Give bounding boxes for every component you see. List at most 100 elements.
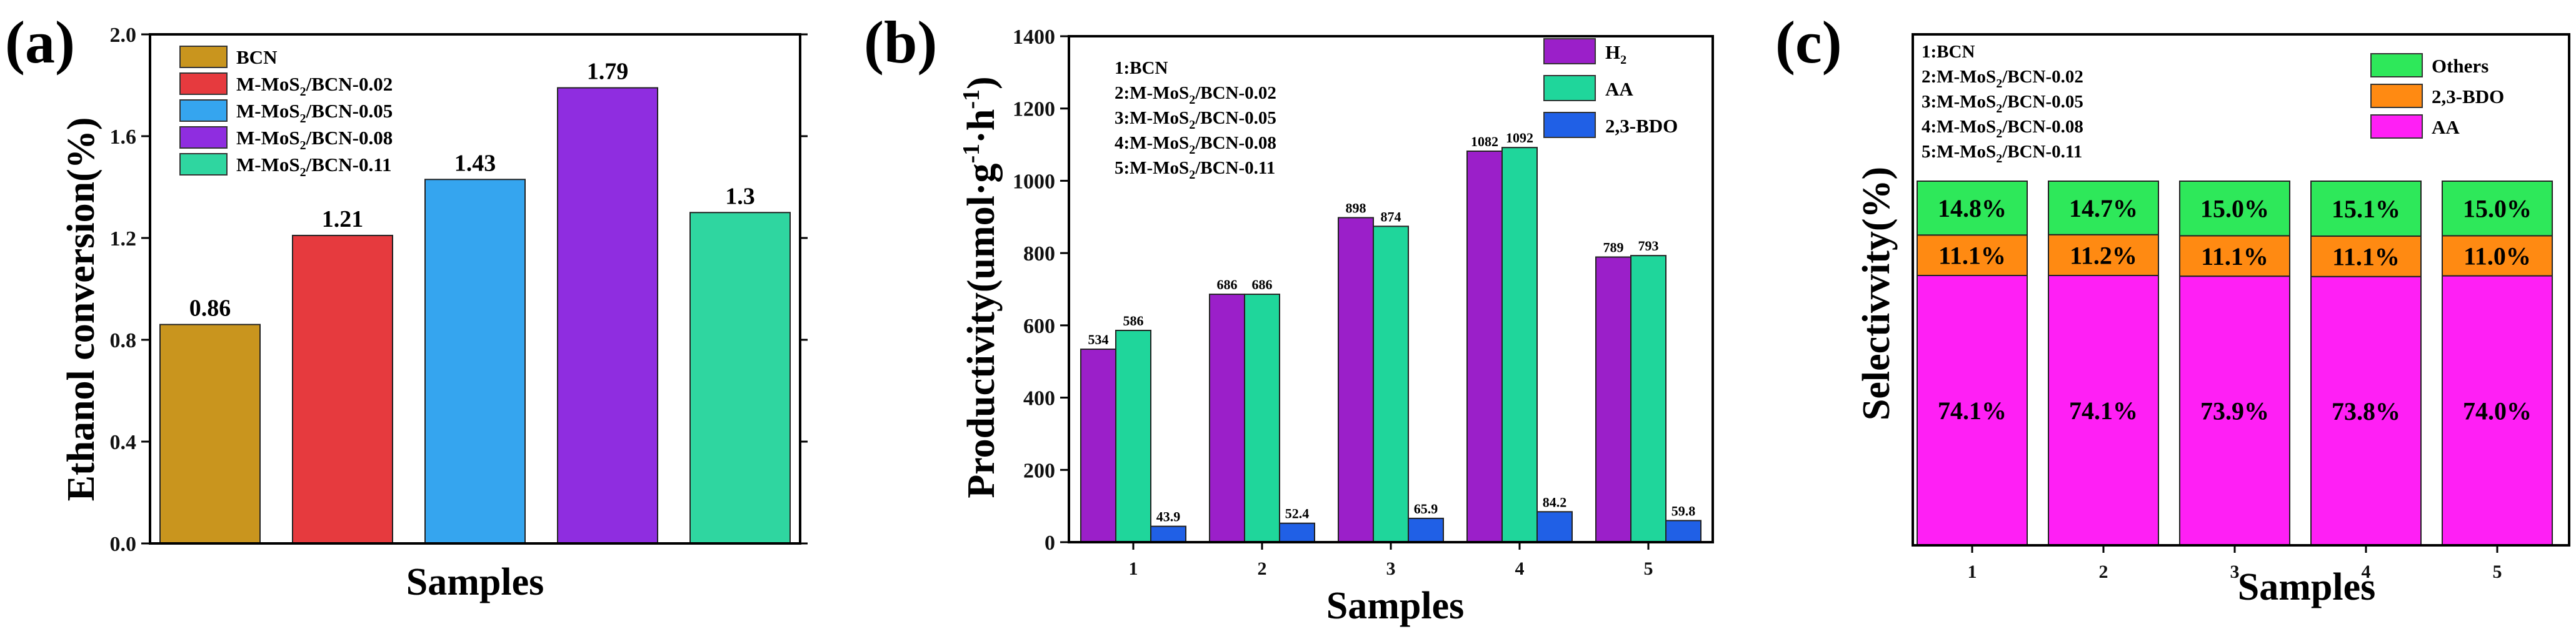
panel-c-x-tick-label-4: 4: [2362, 562, 2371, 582]
panel-b-value-label-2,3-BDO-1: 43.9: [1156, 509, 1181, 525]
panel-b-x-ticks: 1 2 3 4 5: [1129, 542, 1653, 579]
panel-b-y-ticks: 0 200 400 600 800 1000 1200 1400: [1013, 26, 1069, 555]
panel-b-legend-swatch-AA: [1543, 75, 1596, 101]
panel-a-y-tick-label: 0.8: [110, 329, 137, 352]
panel-a-plot-frame: [149, 33, 801, 545]
panel-b-y-tick-label: 1000: [1013, 170, 1055, 193]
panel-a-legend-label-2: M-MoS2/BCN-0.02: [236, 73, 393, 99]
panel-b-bar-2,3-BDO-3: [1408, 517, 1444, 543]
panel-c-value-label-Others-2: 14.7%: [2069, 194, 2138, 222]
panel-a-bars: [159, 87, 791, 544]
panel-a-value-label-5: 1.3: [725, 183, 755, 209]
panel-c-sample-key-5: 5:M-MoS2/BCN-0.11: [1922, 142, 2082, 166]
panel-c-plot-frame: [1912, 33, 2570, 547]
panel-c-value-label-AA-5: 74.0%: [2463, 397, 2532, 425]
panel-a-legend-swatch-2: [179, 72, 228, 95]
panel-a-bar-4: [557, 87, 658, 544]
panel-a-value-label-4: 1.79: [587, 59, 629, 85]
panel-b-value-label-H2-5: 789: [1603, 240, 1624, 255]
panel-b-value-label-AA-5: 793: [1638, 238, 1659, 254]
panel-a-x-axis-title: Samples: [406, 561, 544, 603]
panel-c-bar-AA-1: [1917, 274, 2028, 546]
panel-b-value-label-AA-1: 586: [1123, 313, 1144, 329]
panel-a: (a) Ethanol conversion(%) Samples 0.0 0.4…: [5, 9, 808, 603]
panel-c-bar-Others-3: [2179, 181, 2290, 237]
panel-b-y-tick-label: 0: [1045, 532, 1055, 555]
panel-a-legend-swatch-4: [179, 126, 228, 149]
panel-a-y-tick-label: 0.4: [110, 431, 137, 454]
panel-c-value-label-AA-3: 73.9%: [2200, 397, 2269, 425]
panel-c-sample-key: 1:BCN 2:M-MoS2/BCN-0.023:M-MoS2/BCN-0.054…: [1922, 42, 2083, 166]
panel-b-y-axis-title: Productivity(umol·g-1·h-1): [958, 76, 1003, 498]
panel-c-legend: Others 2,3-BDO AA: [2370, 53, 2504, 139]
panel-c-bar-AA-5: [2442, 275, 2553, 546]
panel-c-x-tick-label-5: 5: [2493, 562, 2502, 582]
panel-c-legend-label-2,3-BDO: 2,3-BDO: [2432, 86, 2504, 107]
panel-b-sample-key: 1:BCN 2:M-MoS2/BCN-0.023:M-MoS2/BCN-0.054…: [1115, 58, 1276, 182]
panel-b-bar-2,3-BDO-1: [1150, 525, 1186, 543]
panel-b-bar-H2-3: [1338, 217, 1374, 543]
panel-b-legend: H2 AA 2,3-BDO: [1543, 38, 1678, 138]
panel-a-legend-label-3: M-MoS2/BCN-0.05: [236, 100, 393, 126]
panel-c-value-label-2,3-BDO-1: 11.1%: [1938, 242, 2006, 270]
panel-b-bar-AA-3: [1373, 225, 1409, 543]
panel-b-value-label-H2-2: 686: [1217, 277, 1238, 292]
panel-c-bar-Others-1: [1917, 181, 2028, 236]
panel-c-bar-Others-5: [2442, 181, 2553, 237]
panel-a-bar-5: [689, 212, 791, 544]
panel-a-bar-3: [424, 179, 526, 544]
panel-b-legend-label-AA: AA: [1605, 78, 1633, 100]
panel-c-value-labels: 74.1% 11.1% 14.8% 74.1% 11.2% 14.7% 73.9% 11.1%…: [1938, 194, 2532, 425]
panel-b-plot-frame: [1068, 35, 1714, 543]
panel-c-legend-label-Others: Others: [2432, 55, 2488, 77]
panel-a-y-tick-label: 1.2: [110, 227, 137, 250]
panel-c-value-label-2,3-BDO-2: 11.2%: [2070, 241, 2137, 269]
panel-b-sample-key-2: 2:M-MoS2/BCN-0.02: [1115, 83, 1276, 107]
panel-a-value-label-3: 1.43: [454, 150, 496, 176]
panel-b-bar-H2-4: [1466, 150, 1503, 543]
panel-b-bar-AA-5: [1630, 255, 1666, 543]
panel-a-bar-1: [159, 324, 261, 544]
panel-c-value-label-Others-3: 15.0%: [2200, 195, 2269, 223]
panel-b-legend-swatch-2,3-BDO: [1543, 112, 1596, 138]
panel-b-x-tick-label-3: 3: [1386, 558, 1396, 579]
panel-b-y-tick-label: 600: [1023, 315, 1055, 338]
panel-a-legend-swatch-3: [179, 99, 228, 122]
panel-b-value-label-H2-1: 534: [1088, 332, 1109, 347]
panel-b-legend-label-2,3-BDO: 2,3-BDO: [1605, 115, 1678, 137]
panel-b-sample-key-4: 4:M-MoS2/BCN-0.08: [1115, 133, 1276, 157]
panel-a-legend-swatch-1: [179, 46, 228, 68]
panel-b-y-tick-label: 400: [1023, 387, 1055, 410]
panel-c-value-label-AA-1: 74.1%: [1938, 397, 2007, 425]
panel-b-bar-H2-1: [1080, 349, 1116, 543]
panel-a-value-label-1: 0.86: [189, 295, 231, 322]
panel-c-value-label-2,3-BDO-4: 11.1%: [2332, 242, 2400, 270]
panel-c-value-label-Others-5: 15.0%: [2463, 195, 2532, 223]
panel-c-bar-AA-2: [2048, 274, 2159, 546]
panel-b-sample-key-1: 1:BCN: [1115, 58, 1168, 78]
panel-b-legend-label-H2: H2: [1605, 41, 1626, 67]
panel-c-bar-2,3-BDO-4: [2310, 235, 2422, 277]
panel-c-x-tick-label-2: 2: [2099, 562, 2108, 582]
panel-b-y-tick-label: 200: [1023, 459, 1055, 482]
panel-b-value-label-AA-4: 1092: [1506, 130, 1533, 146]
panel-c-bars: [1917, 181, 2553, 546]
panel-b-value-label-H2-3: 898: [1346, 200, 1366, 215]
panel-c-value-label-AA-4: 73.8%: [2332, 397, 2400, 425]
panel-b-sample-key-5: 5:M-MoS2/BCN-0.11: [1115, 158, 1275, 182]
panel-c-x-tick-label-3: 3: [2230, 562, 2240, 582]
panel-b-value-labels: 534 586 43.9 686 686 52.4 898 874 65.9 1082 1092 84…: [1088, 130, 1696, 524]
panel-c-legend-swatch-Others: [2370, 53, 2423, 77]
panel-b-sample-key-3: 3:M-MoS2/BCN-0.05: [1115, 108, 1276, 132]
panel-b-bars: [1080, 147, 1701, 543]
panel-b-value-label-2,3-BDO-3: 65.9: [1414, 501, 1438, 517]
panel-c-sample-key-1: 1:BCN: [1922, 42, 1975, 62]
panel-b-value-label-2,3-BDO-2: 52.4: [1285, 506, 1310, 522]
panel-c-sample-key-3: 3:M-MoS2/BCN-0.05: [1922, 92, 2083, 116]
panel-c-sample-key-4: 4:M-MoS2/BCN-0.08: [1922, 117, 2083, 141]
panel-b-y-tick-label: 1400: [1013, 26, 1055, 49]
panel-a-legend-label-5: M-MoS2/BCN-0.11: [236, 154, 392, 179]
panel-c-value-label-2,3-BDO-3: 11.1%: [2201, 242, 2268, 270]
panel-c: (c) Selectivvity(%) Samples 1 2 3 4 5 74.1% 1…: [1775, 9, 2570, 608]
panel-b-bar-H2-5: [1595, 256, 1631, 543]
